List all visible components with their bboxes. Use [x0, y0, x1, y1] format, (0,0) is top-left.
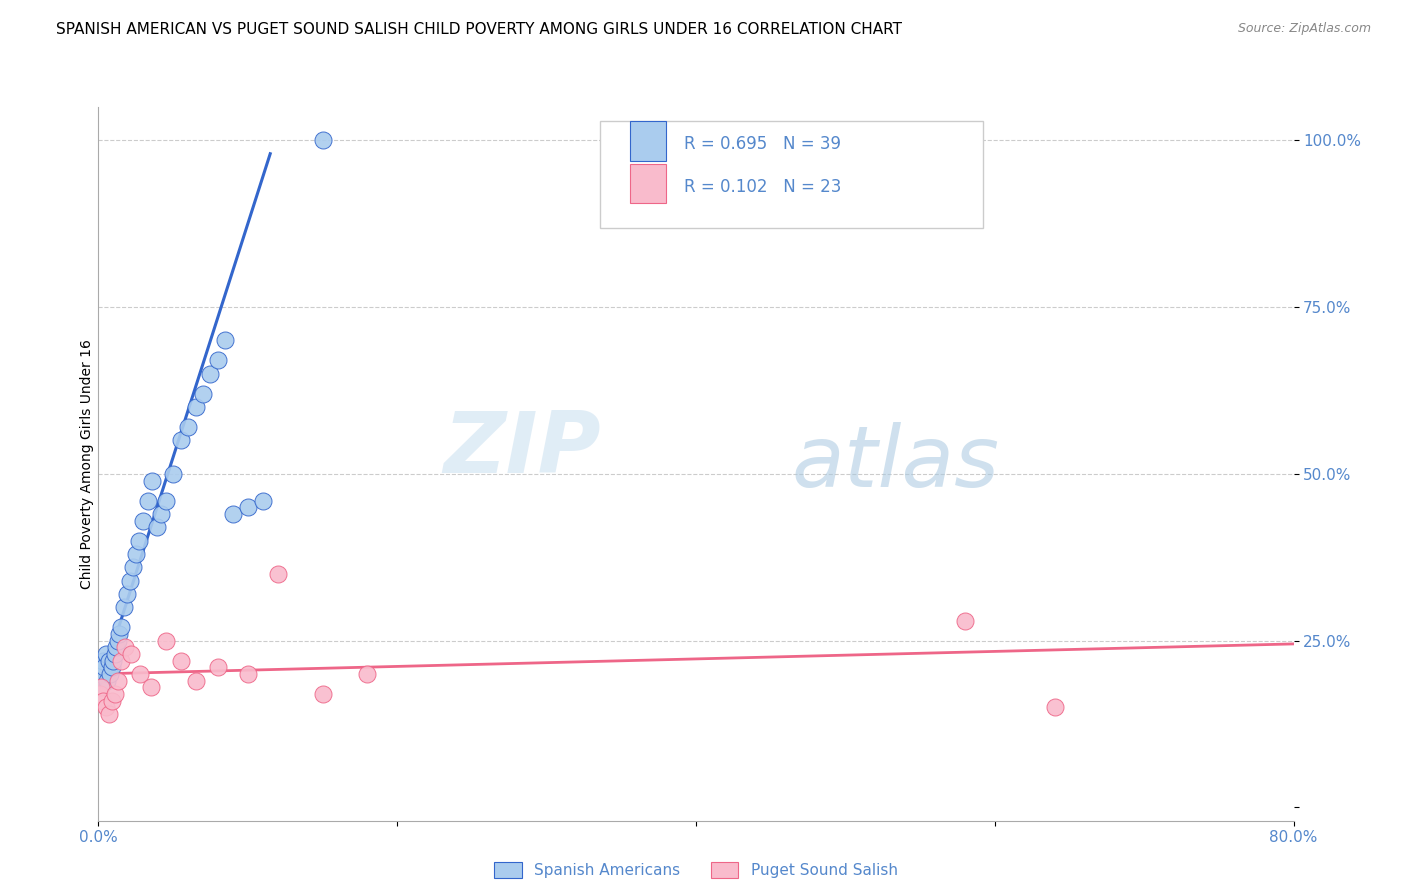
Point	[191, 386, 214, 401]
Point	[90, 667, 112, 681]
FancyBboxPatch shape	[630, 164, 666, 203]
Point	[222, 507, 245, 521]
Point	[150, 507, 173, 521]
Point	[155, 493, 177, 508]
Point	[120, 647, 142, 661]
Point	[115, 587, 138, 601]
Point	[145, 520, 167, 534]
Point	[104, 687, 127, 701]
Point	[169, 434, 191, 448]
Point	[236, 500, 259, 515]
Point	[94, 647, 117, 661]
Point	[93, 660, 115, 674]
Point	[128, 533, 150, 548]
Point	[105, 640, 128, 655]
Point	[162, 467, 184, 481]
Point	[311, 133, 333, 147]
Point	[89, 660, 111, 674]
Point	[252, 493, 274, 508]
Point	[96, 673, 118, 688]
Point	[141, 474, 163, 488]
Point	[184, 673, 207, 688]
Point	[118, 574, 141, 588]
Legend: Spanish Americans, Puget Sound Salish: Spanish Americans, Puget Sound Salish	[488, 855, 904, 884]
Text: ZIP: ZIP	[443, 408, 600, 491]
Point	[169, 654, 191, 668]
Text: SPANISH AMERICAN VS PUGET SOUND SALISH CHILD POVERTY AMONG GIRLS UNDER 16 CORREL: SPANISH AMERICAN VS PUGET SOUND SALISH C…	[56, 22, 903, 37]
Point	[155, 633, 177, 648]
Point	[136, 493, 159, 508]
Point	[184, 400, 207, 414]
Point	[103, 654, 125, 668]
Point	[98, 667, 122, 681]
Point	[94, 700, 117, 714]
FancyBboxPatch shape	[630, 121, 666, 161]
Point	[89, 687, 111, 701]
Point	[214, 334, 236, 348]
Point	[114, 640, 136, 655]
Text: atlas: atlas	[792, 422, 1000, 506]
Text: R = 0.102   N = 23: R = 0.102 N = 23	[685, 178, 841, 196]
Point	[356, 667, 378, 681]
Point	[267, 566, 290, 581]
Point	[207, 353, 229, 368]
Point	[110, 654, 132, 668]
Point	[139, 680, 162, 694]
Text: R = 0.695   N = 39: R = 0.695 N = 39	[685, 136, 841, 153]
Y-axis label: Child Poverty Among Girls Under 16: Child Poverty Among Girls Under 16	[80, 339, 94, 589]
Point	[101, 693, 124, 707]
Point	[121, 560, 143, 574]
Point	[125, 547, 148, 561]
Point	[108, 627, 131, 641]
Point	[91, 654, 114, 668]
Point	[101, 660, 124, 674]
Point	[110, 620, 132, 634]
Point	[236, 667, 259, 681]
Point	[132, 514, 155, 528]
Point	[129, 667, 152, 681]
Point	[311, 687, 333, 701]
Point	[91, 693, 114, 707]
Point	[97, 706, 120, 721]
Point	[200, 367, 222, 381]
Text: Source: ZipAtlas.com: Source: ZipAtlas.com	[1237, 22, 1371, 36]
Point	[112, 600, 135, 615]
Point	[107, 673, 129, 688]
Point	[90, 680, 112, 694]
Point	[97, 654, 120, 668]
Point	[207, 660, 229, 674]
Point	[1043, 700, 1066, 714]
Point	[104, 647, 127, 661]
Point	[953, 614, 976, 628]
Point	[107, 633, 129, 648]
FancyBboxPatch shape	[600, 121, 983, 228]
Point	[177, 420, 200, 434]
